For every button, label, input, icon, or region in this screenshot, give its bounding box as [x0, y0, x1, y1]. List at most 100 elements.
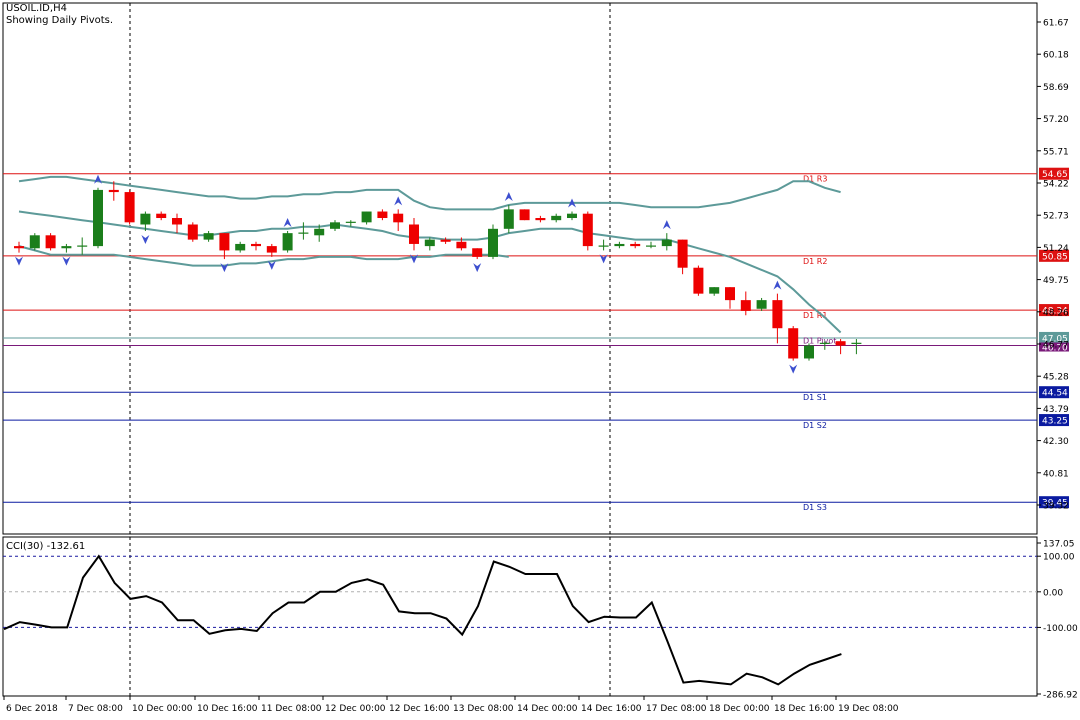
candles-layer: [14, 181, 862, 361]
price-tick-label: 57.20: [1043, 115, 1069, 125]
candle-body: [140, 213, 151, 225]
fractal-down-arrow: [220, 263, 229, 273]
pivot-price-tag-label: 43.25: [1042, 417, 1068, 427]
candle-body: [393, 213, 404, 223]
candle-body: [61, 246, 72, 249]
candle-body: [108, 189, 119, 193]
time-tick-label: 17 Dec 08:00: [646, 704, 707, 714]
pivot-price-tag-label: 54.65: [1042, 170, 1068, 180]
candle-body: [14, 246, 24, 249]
time-tick-label: 6 Dec 2018: [6, 704, 58, 714]
price-tick-label: 48.26: [1043, 308, 1069, 318]
time-tick-label: 7 Dec 08:00: [68, 704, 123, 714]
fractal-up-arrow: [504, 192, 513, 202]
cci-tick-label: 0.00: [1043, 588, 1063, 598]
symbol-title: USOIL.ID,H4: [6, 3, 67, 14]
fractal-down-arrow: [473, 263, 482, 273]
candle-body: [314, 228, 325, 236]
candle-body: [472, 248, 483, 257]
candle-body: [503, 209, 514, 229]
price-tick-label: 46.77: [1043, 341, 1069, 351]
fractal-up-arrow: [94, 174, 102, 184]
candle-body: [124, 192, 135, 223]
candle-body: [725, 287, 735, 301]
time-tick-label: 11 Dec 08:00: [261, 704, 322, 714]
fractal-up-arrow: [773, 280, 782, 290]
candle-body: [424, 239, 435, 247]
current-price-tag-label: 47.05: [1042, 334, 1068, 344]
candle-body: [488, 228, 498, 257]
candle-body: [567, 213, 577, 219]
pivot-point-tag-label: 46.70: [1042, 344, 1068, 354]
candle-body: [693, 267, 704, 294]
envelope-upper-band: [18, 175, 841, 211]
candle-body: [330, 222, 340, 229]
pivot-price-tag: [1039, 304, 1069, 317]
candle-body: [756, 300, 767, 309]
fractal-down-arrow: [62, 256, 71, 266]
candle-body: [677, 239, 688, 268]
price-tick-label: 45.28: [1043, 373, 1069, 383]
cci-panel-frame: [2, 536, 1038, 697]
candle-body: [614, 243, 625, 247]
time-tick-label: 10 Dec 00:00: [132, 704, 193, 714]
price-tick-label: 58.69: [1043, 83, 1069, 93]
cci-layer: 137.05 100.00 0.00 -100.00 -286.92: [3, 540, 1078, 701]
envelope-layer: [18, 175, 842, 334]
candle-body: [219, 233, 230, 251]
candle-body: [29, 235, 40, 249]
pivot-price-tag: [1039, 167, 1069, 180]
candle-body: [251, 243, 261, 247]
pivot-point-tag: [1039, 342, 1069, 352]
price-tick-label: 54.22: [1043, 180, 1069, 190]
fractals-layer: [15, 174, 798, 374]
time-axis-layer: 6 Dec 2018 7 Dec 08:00 10 Dec 00:00 10 Dec …: [3, 696, 899, 714]
pivot-point-label: D1 Pivot: [803, 337, 836, 346]
candle-body: [661, 239, 672, 247]
fractal-down-arrow: [410, 254, 418, 264]
cci-tick-label: 100.00: [1043, 553, 1075, 563]
candle-body: [377, 211, 388, 219]
time-tick-label: 19 Dec 08:00: [838, 704, 899, 714]
candle-body: [361, 211, 372, 223]
cci-tick-label: -286.92: [1043, 691, 1078, 701]
candle-body: [709, 287, 720, 294]
pivot-label: D1 R1: [803, 311, 827, 320]
candle-body: [266, 246, 277, 253]
pivot-label: D1 R3: [803, 175, 827, 184]
candle-body: [156, 213, 167, 219]
candle-body: [519, 209, 530, 221]
pivot-label: D1 S2: [803, 421, 827, 430]
cci-line: [3, 554, 842, 686]
time-tick-label: 12 Dec 00:00: [325, 704, 386, 714]
envelope-middle-band: [18, 210, 842, 334]
candle-body: [235, 243, 246, 251]
cci-tick-label: 137.05: [1043, 540, 1075, 550]
pivot-price-tag-label: 39.45: [1042, 499, 1068, 509]
candle-body: [187, 224, 198, 240]
cci-tick-label: -100.00: [1043, 624, 1078, 634]
pivot-lines-layer: D1 R3 54.65 D1 R2 50.85 D1 R1 48.34 D1 S1 44.54…: [3, 167, 1069, 512]
price-tick-label: 40.81: [1043, 469, 1069, 479]
candle-body: [804, 345, 814, 359]
fractal-down-arrow: [15, 256, 23, 266]
candle-body: [456, 241, 467, 249]
price-tick-label: 51.24: [1043, 244, 1069, 254]
candle-body: [172, 218, 182, 225]
price-tick-label: 49.75: [1043, 276, 1069, 286]
fractal-down-arrow: [267, 260, 276, 270]
current-price-tag: [1039, 331, 1069, 344]
price-panel-frame: [2, 2, 1038, 535]
candle-body: [282, 233, 293, 251]
pivot-price-tag-label: 48.34: [1042, 307, 1068, 317]
candle-body: [45, 235, 56, 249]
time-tick-label: 14 Dec 00:00: [517, 704, 578, 714]
price-tick-label: 55.71: [1043, 147, 1069, 157]
price-tick-label: 42.30: [1043, 437, 1069, 447]
time-tick-label: 18 Dec 00:00: [709, 704, 770, 714]
price-axis-layer: 61.67 60.18 58.69 57.20 55.71 54.22 52.73 51.24…: [1037, 19, 1069, 512]
time-tick-label: 14 Dec 16:00: [581, 704, 642, 714]
fractal-down-arrow: [599, 254, 608, 264]
pivots-subtitle: Showing Daily Pivots.: [6, 15, 114, 26]
